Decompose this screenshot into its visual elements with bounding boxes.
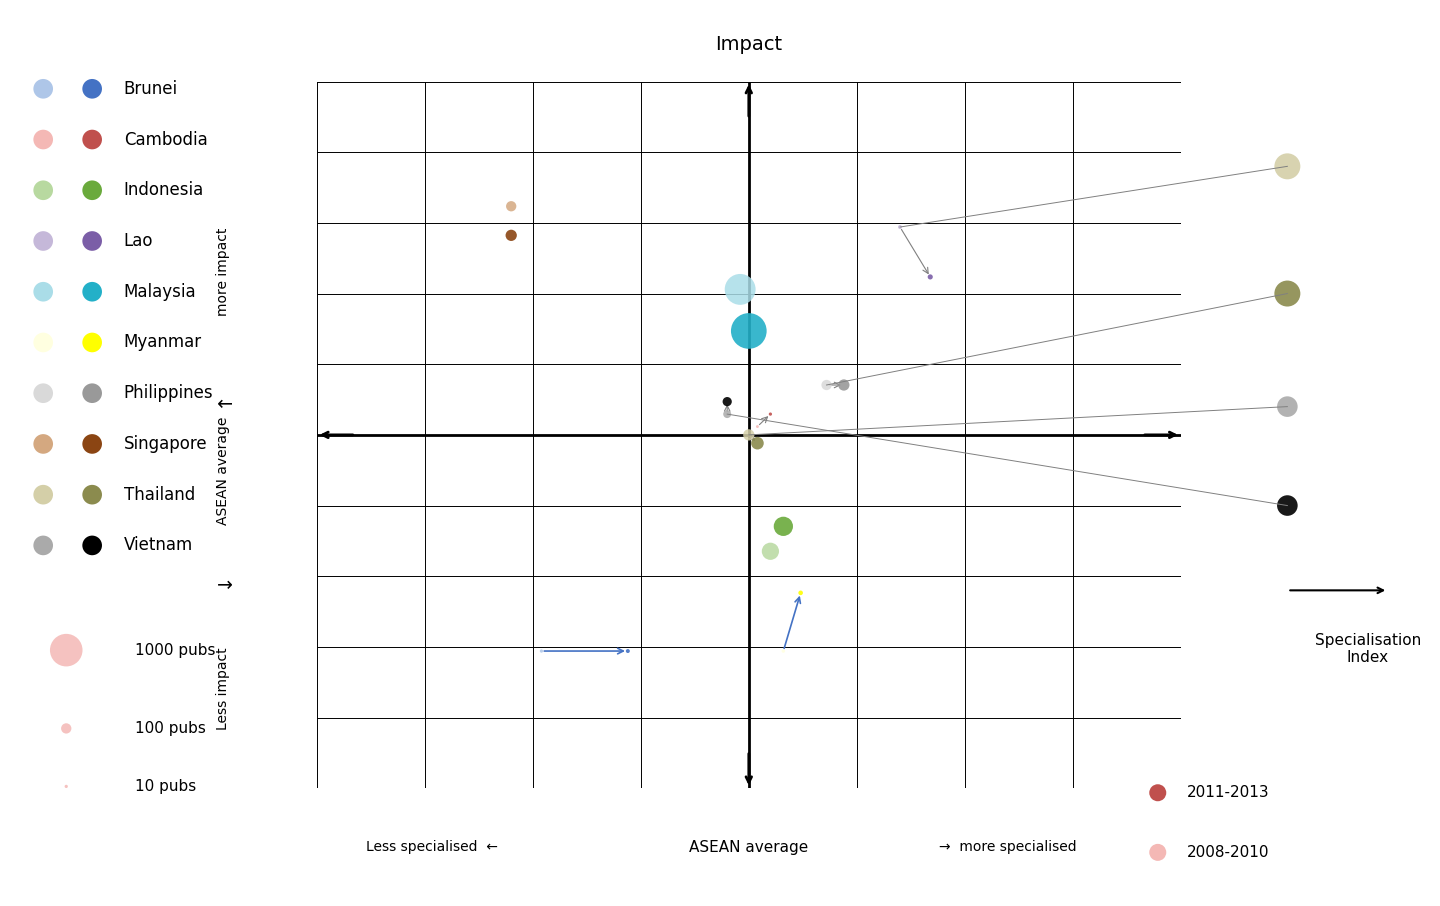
Point (81, 284, 104, 299)
Text: 10 pubs: 10 pubs (135, 779, 197, 794)
Point (32, 82, 55, 96)
Point (81, 335, 104, 350)
Point (1146, 845, 1169, 860)
Point (759, 407, 782, 421)
Point (32, 538, 55, 553)
Point (81, 386, 104, 400)
Point (55, 643, 78, 658)
Point (32, 437, 55, 451)
Text: Philippines: Philippines (124, 384, 213, 402)
Point (500, 228, 523, 243)
Text: ↑: ↑ (213, 390, 233, 407)
Text: Cambodia: Cambodia (124, 130, 207, 149)
Point (1276, 159, 1299, 174)
Point (759, 544, 782, 558)
Text: 1000 pubs: 1000 pubs (135, 642, 216, 658)
Point (1146, 786, 1169, 800)
Text: Less impact: Less impact (216, 647, 230, 730)
Text: ASEAN average: ASEAN average (690, 840, 808, 854)
Point (737, 428, 760, 442)
Text: Impact: Impact (716, 35, 782, 54)
Text: 100 pubs: 100 pubs (135, 721, 206, 736)
Text: Singapore: Singapore (124, 435, 207, 453)
Text: Specialisation
Index: Specialisation Index (1315, 632, 1421, 665)
Point (32, 284, 55, 299)
Point (81, 437, 104, 451)
Text: 2008-2010: 2008-2010 (1187, 845, 1269, 860)
Text: Lao: Lao (124, 232, 153, 250)
Point (32, 132, 55, 147)
Text: Malaysia: Malaysia (124, 283, 196, 301)
Point (32, 183, 55, 198)
Point (815, 378, 838, 392)
Text: ASEAN average: ASEAN average (216, 417, 230, 525)
Point (32, 487, 55, 502)
Point (746, 419, 769, 434)
Text: Less specialised  ←: Less specialised ← (366, 840, 498, 854)
Text: ↓: ↓ (213, 572, 233, 588)
Text: Thailand: Thailand (124, 486, 194, 504)
Text: Brunei: Brunei (124, 80, 179, 98)
Point (81, 82, 104, 96)
Point (1276, 400, 1299, 414)
Point (772, 519, 795, 534)
Point (716, 407, 739, 421)
Text: more impact: more impact (216, 227, 230, 316)
Point (737, 323, 760, 338)
Point (716, 394, 739, 409)
Point (1276, 286, 1299, 301)
Text: Myanmar: Myanmar (124, 333, 202, 352)
Point (789, 585, 812, 600)
Point (530, 644, 553, 659)
Point (772, 644, 795, 659)
Point (616, 644, 639, 659)
Point (500, 199, 523, 214)
Text: Vietnam: Vietnam (124, 536, 193, 554)
Text: 2011-2013: 2011-2013 (1187, 786, 1269, 800)
Point (729, 282, 752, 296)
Point (32, 234, 55, 248)
Point (81, 234, 104, 248)
Point (32, 386, 55, 400)
Point (81, 538, 104, 553)
Point (81, 183, 104, 198)
Point (32, 335, 55, 350)
Point (55, 721, 78, 736)
Point (81, 487, 104, 502)
Point (1276, 498, 1299, 513)
Point (81, 132, 104, 147)
Point (746, 436, 769, 450)
Text: Indonesia: Indonesia (124, 181, 204, 199)
Text: →  more specialised: → more specialised (939, 840, 1077, 854)
Point (919, 270, 942, 284)
Point (832, 378, 855, 392)
Point (55, 779, 78, 794)
Point (888, 220, 912, 235)
